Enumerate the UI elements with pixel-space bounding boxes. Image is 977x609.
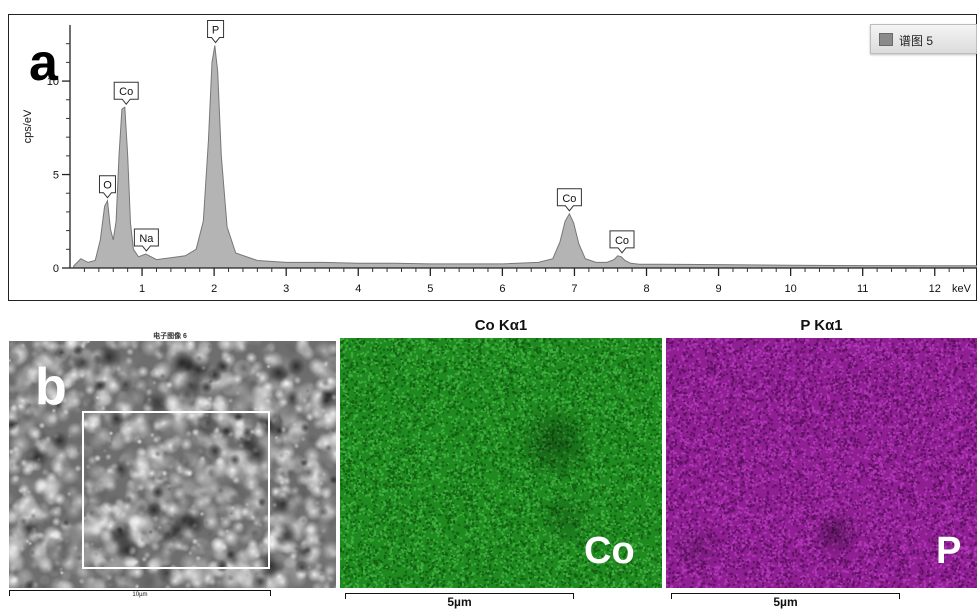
p-map-title: P Kα1 (800, 317, 843, 334)
p-map-texture (666, 338, 977, 588)
x-tick-label: 3 (283, 283, 289, 295)
p-scale-bar (671, 593, 900, 599)
peak-label: Co (615, 235, 629, 247)
selection-rectangle (82, 411, 270, 569)
spectrum-legend: 谱图 5 (870, 24, 977, 54)
sem-image: b (9, 341, 336, 588)
co-map-texture (340, 338, 662, 588)
x-tick-label: 5 (427, 283, 433, 295)
sem-texture (9, 341, 336, 588)
panel-b-letter: b (35, 358, 67, 416)
peak-label-box (207, 20, 225, 44)
x-tick-label: 7 (571, 283, 577, 295)
peak-label: P (212, 25, 219, 37)
spectrum-area (73, 45, 977, 269)
co-scale-label: 5µm (447, 595, 472, 609)
x-axis-label: keV (952, 283, 972, 295)
legend-label: 谱图 5 (899, 34, 934, 48)
p-scale-label: 5µm (773, 595, 798, 609)
peak-label-box (133, 228, 159, 252)
y-tick-label: 0 (53, 263, 59, 275)
panel-a-letter: a (29, 34, 58, 92)
peak-label: Na (139, 233, 154, 245)
x-tick-label: 1 (139, 283, 145, 295)
peak-label-box (98, 175, 116, 199)
peak-label-box (113, 81, 139, 106)
y-tick-label: 10 (47, 76, 59, 88)
eds-spectrum-panel: 1 2 3 4 5 6 7 8 9 10 11 12 keV 0 5 10 cps/eV O Co Na P Co Co a (8, 14, 977, 301)
sem-image-title: 电子图像 6 (153, 333, 187, 340)
y-axis-label: cps/eV (22, 109, 34, 143)
x-tick-label: 2 (211, 283, 217, 295)
p-element-map: P (666, 338, 977, 588)
p-map-element-label: P (936, 530, 962, 572)
x-tick-label: 10 (785, 283, 797, 295)
x-tick-label: 12 (929, 283, 941, 295)
x-tick-label: 9 (716, 283, 722, 295)
peak-label: Co (562, 193, 576, 205)
peak-label-box (609, 230, 635, 254)
co-map-title: Co Kα1 (474, 317, 528, 334)
legend-swatch (879, 33, 893, 46)
x-tick-label: 8 (643, 283, 649, 295)
sem-scale-bar (9, 590, 271, 596)
co-map-element-label: Co (584, 530, 635, 572)
x-tick-label: 4 (355, 283, 361, 295)
sem-scale-label: 10µm (132, 592, 148, 598)
x-tick-label: 6 (499, 283, 505, 295)
peak-label: O (103, 180, 112, 192)
y-tick-label: 5 (53, 170, 59, 182)
peak-label-box (556, 188, 582, 212)
co-element-map: Co (340, 338, 662, 588)
peak-label: Co (119, 86, 133, 98)
co-scale-bar (345, 593, 574, 599)
x-tick-label: 11 (857, 283, 868, 295)
